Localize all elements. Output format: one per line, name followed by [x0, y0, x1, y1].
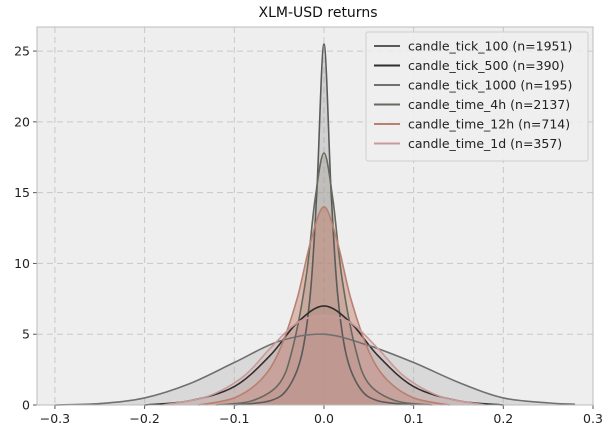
series-area-2: [144, 305, 504, 405]
x-tick-label: 0.1: [404, 411, 424, 426]
legend-label: candle_time_4h (n=2137): [408, 97, 570, 112]
series-line-6: [162, 315, 486, 406]
density-lines: [54, 43, 576, 406]
x-tick-label: 0.3: [583, 411, 603, 426]
y-tick-label: 15: [14, 185, 30, 200]
series-area-4: [216, 153, 432, 405]
y-tick-label: 10: [14, 256, 30, 271]
series-line-1: [234, 43, 414, 406]
chart-title: XLM-USD returns: [259, 5, 378, 21]
y-tick-label: 20: [14, 114, 30, 129]
grid-lines: [37, 27, 594, 406]
y-tick-label: 25: [14, 44, 30, 59]
x-axis: −0.3 −0.2 −0.1 0.0 0.1 0.2 0.3: [40, 405, 603, 426]
series-area-3: [54, 334, 576, 405]
y-tick-label: 0: [22, 398, 30, 413]
series-line-4: [216, 152, 432, 406]
x-tick-label: 0.0: [314, 411, 334, 426]
legend-box: [365, 31, 589, 162]
series-line-2: [144, 305, 504, 406]
legend-label: candle_tick_500 (n=390): [408, 58, 564, 73]
legend-label: candle_time_12h (n=714): [408, 117, 570, 132]
legend-label: candle_time_1d (n=357): [408, 136, 562, 151]
legend: candle_tick_100 (n=1951) candle_tick_500 …: [365, 31, 589, 162]
legend-label: candle_tick_100 (n=1951): [408, 39, 572, 54]
legend-label: candle_tick_1000 (n=195): [408, 78, 572, 93]
x-tick-label: −0.3: [40, 411, 70, 426]
series-area-6: [162, 315, 486, 405]
y-axis: 0 5 10 15 20 25: [14, 44, 37, 413]
series-area-1: [234, 43, 414, 405]
x-tick-label: −0.1: [219, 411, 249, 426]
series-line-5: [198, 205, 450, 406]
plot-frame: [36, 26, 594, 406]
x-tick-label: 0.2: [493, 411, 513, 426]
series-line-3: [54, 333, 576, 406]
y-tick-label: 5: [22, 327, 30, 342]
x-tick-label: −0.2: [129, 411, 159, 426]
